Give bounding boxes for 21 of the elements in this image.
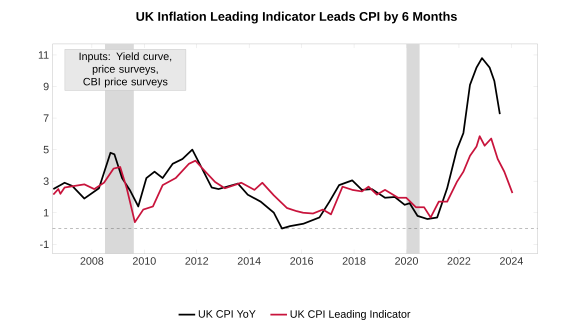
x-tick-label: 2024: [500, 257, 523, 265]
legend-label: UK CPI Leading Indicator: [290, 310, 410, 320]
y-tick-label: 11: [38, 51, 49, 59]
y-tick-label: -1: [40, 240, 49, 248]
y-tick-label: 5: [44, 146, 49, 154]
y-tick-label: 3: [44, 177, 49, 185]
annotation: Inputs: Yield curve, price surveys, CBI price surveys: [80, 52, 172, 88]
line-series: [52, 135, 514, 224]
x-tick-label: 2018: [342, 257, 366, 265]
y-tick-label: 1: [44, 209, 49, 216]
x-tick-label: 2010: [132, 257, 156, 265]
x-tick-label: 2016: [290, 257, 314, 265]
x-tick-label: 2022: [448, 257, 470, 265]
y-tick-label: 7: [44, 114, 49, 122]
x-tick-label: 2008: [80, 257, 104, 265]
x-tick-label: 2012: [185, 257, 208, 265]
x-tick-label: 2020: [395, 257, 418, 265]
y-tick-label: 9: [44, 82, 49, 90]
chart-title: UK Inflation Leading Indicator Leads CPI by 6 Months: [136, 12, 457, 24]
legend-label: UK CPI YoY: [198, 310, 256, 318]
x-tick-label: 2014: [238, 257, 261, 265]
